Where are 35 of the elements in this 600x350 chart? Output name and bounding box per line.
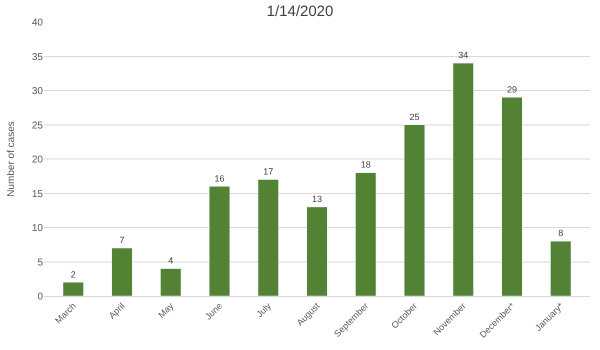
data-label: 34	[458, 50, 468, 60]
data-label: 16	[214, 173, 225, 184]
bar	[62, 282, 84, 296]
data-label: 4	[168, 256, 174, 266]
y-tick-label: 15	[32, 188, 44, 200]
y-tick-label: 30	[32, 86, 44, 97]
y-tick-label: 20	[32, 154, 44, 166]
data-label: 13	[312, 194, 322, 204]
y-tick-label: 5	[37, 257, 44, 268]
data-label: 29	[506, 84, 518, 94]
data-label: 8	[558, 228, 564, 238]
bar	[355, 172, 376, 296]
y-axis-title: Number of cases	[6, 121, 17, 197]
data-label: 25	[409, 112, 420, 122]
bar	[160, 268, 182, 296]
bar	[502, 97, 522, 296]
bar	[452, 62, 474, 296]
x-tick-label: May	[156, 300, 176, 320]
bar	[404, 124, 425, 296]
x-tick-label: July	[254, 300, 274, 320]
bar	[306, 206, 328, 296]
data-label: 18	[360, 160, 371, 170]
bar	[258, 179, 279, 296]
data-label: 17	[263, 166, 274, 177]
chart-title: 1/14/2020	[266, 2, 334, 20]
y-tick-label: 35	[32, 52, 44, 63]
y-tick-label: 10	[32, 223, 44, 234]
y-tick-label: 0	[37, 292, 44, 302]
data-label: 7	[119, 235, 125, 246]
bar	[550, 240, 572, 296]
data-label: 2	[70, 269, 76, 280]
y-tick-label: 40	[32, 18, 44, 28]
bar	[209, 186, 230, 296]
y-tick-label: 25	[32, 120, 44, 132]
bar	[112, 248, 132, 296]
